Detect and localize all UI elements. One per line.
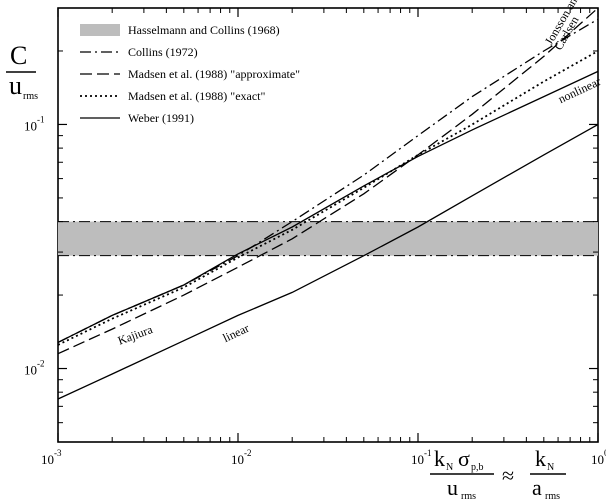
y-label-numerator: C	[10, 41, 27, 70]
series-line-4-solid	[57, 123, 599, 400]
x-tick-label-0: 10	[41, 452, 54, 467]
x-tick-label-1: 10	[231, 452, 244, 467]
x-label-sigma-sub: p,b	[471, 462, 484, 473]
annotation-4: linear	[221, 321, 252, 345]
x-label-sigma: σ	[458, 446, 470, 471]
y-tick-exp-1: -1	[37, 114, 45, 124]
x-label-approx: ≈	[502, 463, 514, 488]
x-tick-exp-2: -1	[424, 448, 432, 458]
x-axis-label: k N σ p,b u rms ≈ k N a rms	[430, 446, 566, 500]
x-label-u-sub: rms	[461, 491, 476, 500]
legend-label-2: Madsen et al. (1988) "approximate"	[128, 67, 300, 81]
x-tick-exp-0: -3	[54, 448, 62, 458]
x-tick-exp-1: -2	[244, 448, 252, 458]
legend-label-1: Collins (1972)	[128, 45, 198, 59]
x-label-u: u	[447, 475, 458, 500]
x-label-k: k	[434, 446, 445, 471]
x-label-k-sub: N	[446, 462, 453, 473]
y-tick-label-1: 10	[24, 118, 37, 133]
x-label-a-sub: rms	[545, 491, 560, 500]
series-line-3-solid	[57, 70, 599, 343]
y-label-denominator-sub: rms	[23, 91, 38, 102]
band-hasselmann-collins	[58, 221, 598, 256]
x-tick-label-3: 10	[591, 452, 604, 467]
legend-label-0: Hasselmann and Collins (1968)	[128, 23, 280, 37]
annotation-3: Kajiura	[116, 322, 155, 348]
x-tick-label-2: 10	[411, 452, 424, 467]
series-line-2-dotted	[57, 50, 599, 346]
x-label-a: a	[532, 475, 542, 500]
series-line-1-dashed	[57, 7, 599, 355]
annotation-2: nonlinear	[556, 74, 603, 106]
x-label-k2-sub: N	[547, 462, 554, 473]
legend-label-3: Madsen et al. (1988) "exact"	[128, 89, 266, 103]
y-tick-exp-0: -2	[37, 359, 45, 369]
legend-label-4: Weber (1991)	[128, 111, 194, 125]
x-tick-exp-3: 0	[604, 448, 606, 458]
legend-swatch-band	[80, 24, 120, 36]
y-axis-label: C u rms	[6, 41, 38, 102]
x-label-k2: k	[535, 446, 546, 471]
y-tick-label-0: 10	[24, 363, 37, 378]
y-label-denominator: u	[9, 71, 22, 100]
